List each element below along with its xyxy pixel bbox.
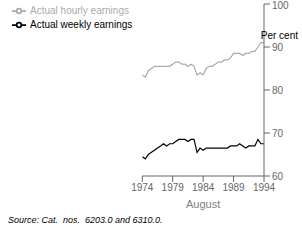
svg-text:90: 90 (272, 42, 284, 53)
svg-text:60: 60 (272, 171, 284, 182)
svg-text:80: 80 (272, 85, 284, 96)
svg-text:1974: 1974 (131, 182, 154, 193)
svg-text:70: 70 (272, 128, 284, 139)
svg-text:1994: 1994 (253, 182, 276, 193)
svg-text:1979: 1979 (162, 182, 185, 193)
svg-text:1984: 1984 (192, 182, 215, 193)
html-text:Source: Cat. nos. 6203.0 and 6: Source: Cat. nos. 6203.0 and 6310.0. (8, 215, 163, 225)
svg-text:1989: 1989 (222, 182, 245, 193)
html-text:Per cent: Per cent (260, 30, 298, 41)
svg-text:August: August (186, 198, 220, 210)
html-text:Actual hourly earnings: Actual hourly earnings (30, 4, 129, 16)
html-text:Actual weekly earnings: Actual weekly earnings (30, 18, 133, 30)
svg-text:100: 100 (272, 0, 289, 11)
